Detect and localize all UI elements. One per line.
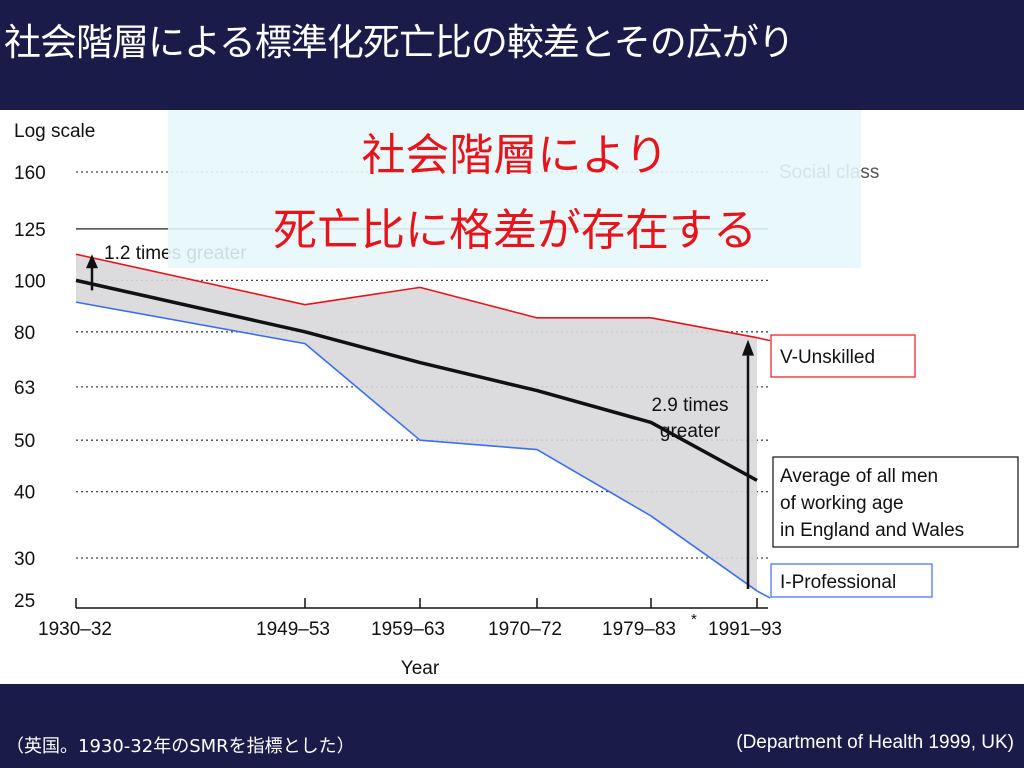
range-band-fill [76,254,757,591]
x-tick-label: 1991–93 [708,619,782,640]
ratio-arrowhead-1930 [86,254,98,269]
ratio-label-1991-line2: greater [660,421,721,442]
x-tick-label: 1970–72 [488,619,562,640]
y-tick-label: 30 [14,549,35,570]
series-line-v-extension [756,336,771,342]
x-axis-title: Year [401,658,440,679]
callout-background [168,110,861,268]
x-tick-label: 1959–63 [371,619,445,640]
y-tick-label: 125 [14,220,46,241]
y-tick-label: 100 [14,271,46,292]
chart-labels: 1.2 times greater2.9 timesgreaterV-Unski… [86,162,1019,598]
title-bar: 社会階層による標準化死亡比の較差とその広がり [0,0,1024,98]
legend-box-average [772,456,1019,548]
legend-label-i-professional: I-Professional [780,572,896,593]
range-band [76,254,757,591]
y-tick-label: 63 [14,378,35,399]
footer-source: (Department of Health 1999, UK) [736,732,1014,753]
slide-title: 社会階層による標準化死亡比の較差とその広がり [4,21,795,64]
series-line-i-professional [75,301,758,592]
series-lines [75,253,771,599]
y-tick-label: 80 [14,323,35,344]
legend-label-v-unskilled: V-Unskilled [780,347,875,368]
series-line-average [75,278,758,482]
x-tick-label: 1930–32 [38,619,112,640]
y-tick-label: 40 [14,483,35,504]
legend-label-average-line: of working age [780,493,904,514]
series-line-i-extension [756,590,771,599]
legend-box-v-unskilled [770,334,916,378]
legend-label-average-line: in England and Wales [780,520,964,541]
legend-label-average-line: Average of all men [780,466,938,487]
y-tick-label: 50 [14,431,35,452]
x-tick-label: 1979–83 [602,619,676,640]
footer-note: （英国。1930-32年のSMRを指標とした） [6,736,355,757]
ratio-arrowhead-1991 [742,339,754,356]
legend-box-i-professional [770,563,933,598]
x-tick-label: 1949–53 [256,619,330,640]
ratio-label-1991-line1: 2.9 times [651,395,728,416]
series-line-v-unskilled [75,253,758,339]
y-tick-label: 160 [14,163,46,184]
callout-line-1: 社会階層により [361,130,668,181]
y-tick-label: 25 [14,591,35,612]
chart-area: Log scale 160 125 100 80 63 50 40 30 25 1930–32 194… [0,110,1024,684]
x-tick-footnote: * [691,611,697,628]
callout-line-2: 死亡比に格差が存在する [273,205,757,256]
y-axis-title: Log scale [14,121,95,142]
